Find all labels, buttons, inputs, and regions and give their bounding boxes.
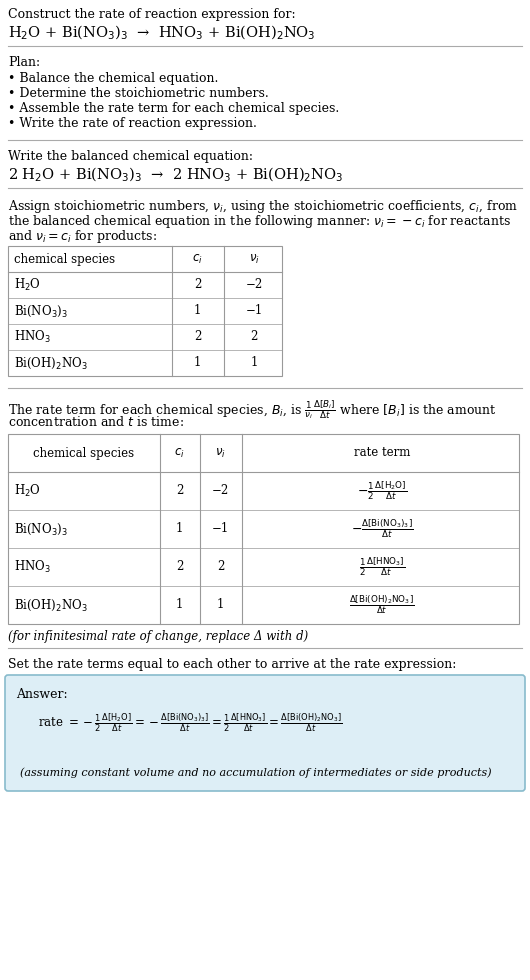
Text: $\frac{\Delta[\mathrm{Bi(OH)_2NO_3}]}{\Delta t}$: $\frac{\Delta[\mathrm{Bi(OH)_2NO_3}]}{\D… [349, 594, 414, 616]
Text: −1: −1 [245, 305, 263, 318]
Text: • Assemble the rate term for each chemical species.: • Assemble the rate term for each chemic… [8, 102, 339, 115]
Text: Construct the rate of reaction expression for:: Construct the rate of reaction expressio… [8, 8, 296, 21]
Text: chemical species: chemical species [14, 253, 115, 266]
Bar [8, 434, 519, 624]
Text: 2: 2 [176, 561, 183, 573]
Text: 1: 1 [194, 357, 201, 369]
Text: Set the rate terms equal to each other to arrive at the rate expression:: Set the rate terms equal to each other t… [8, 658, 456, 671]
Text: $\frac{1}{2}\frac{\Delta[\mathrm{HNO_3}]}{\Delta t}$: $\frac{1}{2}\frac{\Delta[\mathrm{HNO_3}]… [359, 556, 405, 578]
Text: 2 H$_2$O + Bi(NO$_3$)$_3$  →  2 HNO$_3$ + Bi(OH)$_2$NO$_3$: 2 H$_2$O + Bi(NO$_3$)$_3$ → 2 HNO$_3$ + … [8, 166, 343, 184]
Text: HNO$_3$: HNO$_3$ [14, 559, 51, 575]
Text: H$_2$O: H$_2$O [14, 483, 41, 499]
Text: Write the balanced chemical equation:: Write the balanced chemical equation: [8, 150, 253, 163]
Text: Bi(NO$_3$)$_3$: Bi(NO$_3$)$_3$ [14, 521, 68, 537]
Text: Bi(OH)$_2$NO$_3$: Bi(OH)$_2$NO$_3$ [14, 356, 87, 370]
Text: HNO$_3$: HNO$_3$ [14, 329, 51, 345]
Text: $-\frac{\Delta[\mathrm{Bi(NO_3)_3}]}{\Delta t}$: $-\frac{\Delta[\mathrm{Bi(NO_3)_3}]}{\De… [351, 517, 413, 540]
Text: • Balance the chemical equation.: • Balance the chemical equation. [8, 72, 218, 85]
Text: rate $= -\frac{1}{2}\frac{\Delta[\mathrm{H_2O}]}{\Delta t} = -\frac{\Delta[\math: rate $= -\frac{1}{2}\frac{\Delta[\mathrm… [38, 711, 342, 734]
Text: −1: −1 [212, 522, 229, 535]
Text: H$_2$O: H$_2$O [14, 277, 41, 293]
Text: $c_i$: $c_i$ [174, 447, 185, 460]
Text: 2: 2 [250, 330, 258, 344]
Text: $\nu_i$: $\nu_i$ [249, 253, 259, 266]
Text: 2: 2 [194, 330, 201, 344]
Text: the balanced chemical equation in the following manner: $\nu_i = -c_i$ for react: the balanced chemical equation in the fo… [8, 213, 511, 230]
FancyBboxPatch shape [5, 675, 525, 791]
Text: and $\nu_i = c_i$ for products:: and $\nu_i = c_i$ for products: [8, 228, 157, 245]
Text: 2: 2 [176, 484, 183, 498]
Text: 2: 2 [194, 278, 201, 291]
Text: 1: 1 [176, 599, 183, 612]
Text: 2: 2 [217, 561, 224, 573]
Text: concentration and $t$ is time:: concentration and $t$ is time: [8, 415, 184, 429]
Text: $\nu_i$: $\nu_i$ [215, 447, 226, 460]
Text: The rate term for each chemical species, $B_i$, is $\frac{1}{\nu_i}\frac{\Delta[: The rate term for each chemical species,… [8, 398, 497, 420]
Text: −2: −2 [245, 278, 263, 291]
Text: rate term: rate term [354, 447, 410, 460]
Text: 1: 1 [176, 522, 183, 535]
Text: Assign stoichiometric numbers, $\nu_i$, using the stoichiometric coefficients, $: Assign stoichiometric numbers, $\nu_i$, … [8, 198, 518, 215]
Text: 1: 1 [217, 599, 224, 612]
Text: Plan:: Plan: [8, 56, 40, 69]
Bar [8, 246, 282, 376]
Text: 1: 1 [194, 305, 201, 318]
Text: • Write the rate of reaction expression.: • Write the rate of reaction expression. [8, 117, 257, 130]
Text: Bi(OH)$_2$NO$_3$: Bi(OH)$_2$NO$_3$ [14, 598, 87, 612]
Text: −2: −2 [212, 484, 229, 498]
Text: $-\frac{1}{2}\frac{\Delta[\mathrm{H_2O}]}{\Delta t}$: $-\frac{1}{2}\frac{\Delta[\mathrm{H_2O}]… [357, 479, 407, 503]
Text: (assuming constant volume and no accumulation of intermediates or side products): (assuming constant volume and no accumul… [20, 767, 492, 778]
Text: Bi(NO$_3$)$_3$: Bi(NO$_3$)$_3$ [14, 304, 68, 318]
Text: (for infinitesimal rate of change, replace Δ with d): (for infinitesimal rate of change, repla… [8, 630, 308, 643]
Text: Answer:: Answer: [16, 688, 68, 701]
Text: $c_i$: $c_i$ [192, 253, 203, 266]
Text: chemical species: chemical species [33, 447, 134, 460]
Text: • Determine the stoichiometric numbers.: • Determine the stoichiometric numbers. [8, 87, 269, 100]
Text: 1: 1 [250, 357, 258, 369]
Text: H$_2$O + Bi(NO$_3$)$_3$  →  HNO$_3$ + Bi(OH)$_2$NO$_3$: H$_2$O + Bi(NO$_3$)$_3$ → HNO$_3$ + Bi(O… [8, 24, 316, 42]
